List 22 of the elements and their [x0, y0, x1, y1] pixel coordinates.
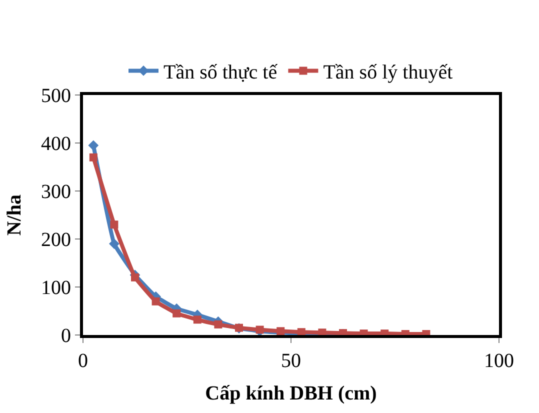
point	[172, 309, 181, 318]
y-tick-label: 200	[41, 229, 71, 251]
point	[88, 140, 99, 151]
y-axis-title: N/ha	[4, 194, 26, 236]
point	[89, 153, 98, 162]
point	[152, 297, 160, 306]
point	[214, 320, 222, 328]
x-tick-label: 100	[484, 350, 514, 372]
point	[109, 238, 120, 249]
y-tick-label: 300	[41, 181, 71, 203]
y-tick-label: 400	[41, 133, 71, 155]
y-tick-label: 500	[41, 85, 71, 107]
point	[193, 316, 202, 324]
x-axis-title: Cấp kính DBH (cm)	[205, 382, 377, 404]
x-tick-label: 0	[78, 350, 88, 372]
y-tick-label: 0	[61, 325, 71, 347]
point	[131, 273, 139, 282]
legend-label: Tần số thực tế	[164, 62, 278, 84]
y-tick-label: 100	[41, 277, 71, 299]
x-tick-label: 50	[281, 350, 301, 372]
legend-label: Tần số lý thuyết	[323, 62, 454, 84]
point	[110, 220, 118, 229]
